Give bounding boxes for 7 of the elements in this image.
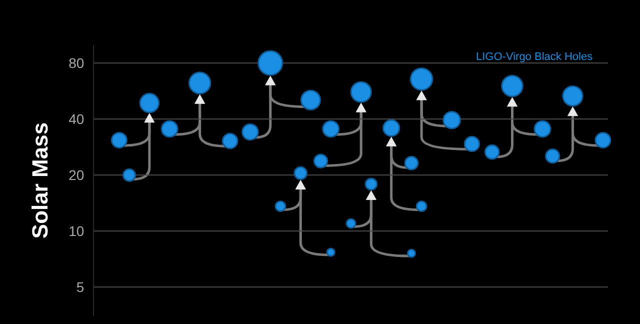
y-tick-label: 5 — [76, 279, 84, 296]
y-tick-label: 80 — [68, 54, 84, 71]
y-axis-title: Solar Mass — [27, 122, 52, 239]
y-tick-label: 40 — [68, 110, 84, 127]
y-tick-label: 20 — [68, 167, 84, 183]
y-tick-label: 10 — [68, 223, 84, 240]
annotation: LIGO-Virgo Black Holes — [476, 51, 594, 63]
